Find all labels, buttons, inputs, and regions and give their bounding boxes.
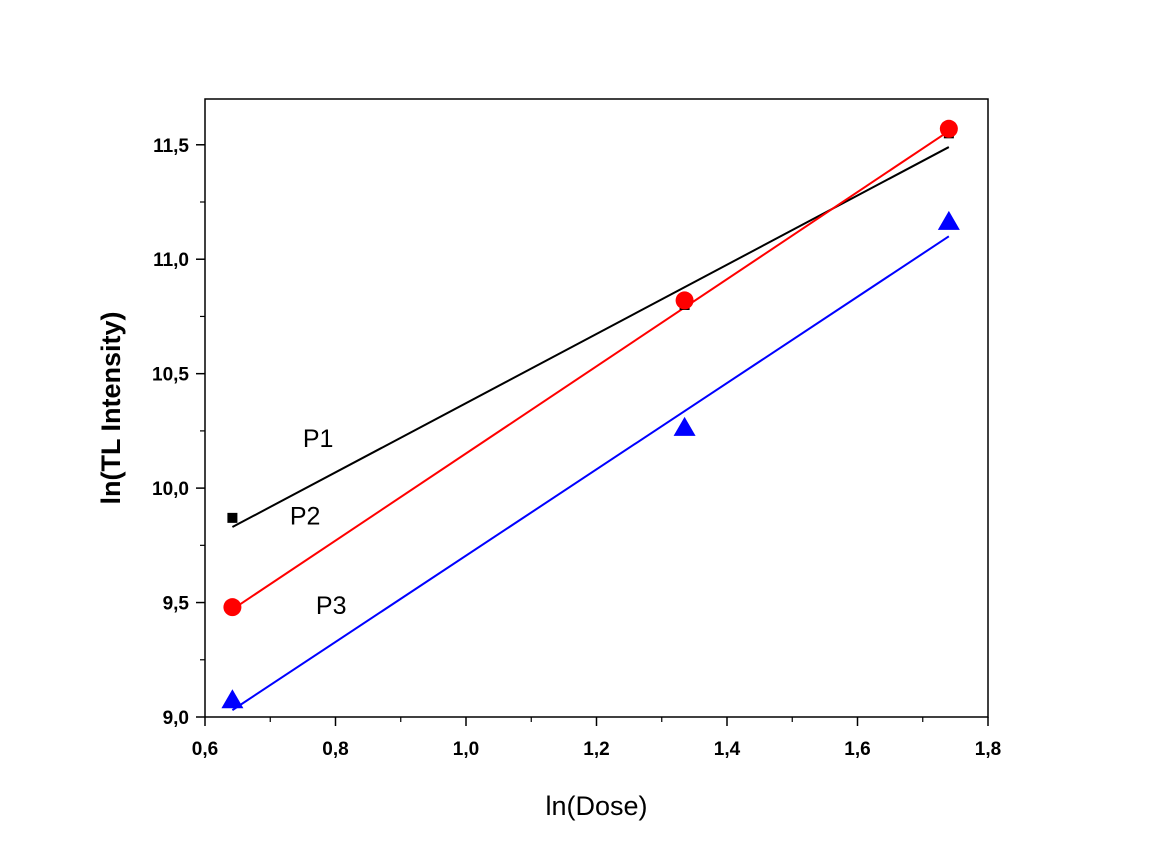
series-label-p1: P1 [303,425,334,453]
tick-labels: 0,6 0,8 1,0 1,2 1,4 1,6 1,8 9,0 9,5 10,0 10,5 11,0 1… [152,136,1001,760]
fit-line-p3 [231,235,950,711]
x-tick-label: 0,6 [192,739,218,760]
fit-lines [231,130,950,711]
ticks [196,144,989,726]
marker-p1 [227,512,238,523]
y-tick-label: 11,0 [153,250,189,271]
x-tick-label: 1,6 [844,739,870,760]
marker-p2 [939,119,958,138]
y-axis-title: ln(TL Intensity) [96,312,126,505]
fit-line-p2 [231,130,950,611]
annotations: P1 P2 P3 [290,425,347,620]
y-tick-label: 9,5 [163,594,190,615]
marker-p3 [673,416,696,436]
fit-line-p1 [231,146,950,528]
series-label-p3: P3 [316,592,347,620]
series-label-p2: P2 [290,503,321,531]
y-tick-label: 9,0 [163,708,189,729]
y-tick-label: 10,0 [152,479,189,500]
x-tick-label: 1,0 [453,739,479,760]
y-tick-label: 11,5 [153,136,189,157]
marker-p2 [675,291,694,310]
x-axis-title: ln(Dose) [545,791,647,821]
x-tick-label: 1,4 [714,739,741,760]
marker-p3 [937,210,960,230]
x-tick-label: 1,8 [975,739,1001,760]
marker-p2 [223,598,242,617]
x-tick-label: 1,2 [583,739,609,760]
marker-p3 [221,689,244,709]
plot-frame [204,98,989,718]
x-tick-label: 0,8 [322,739,348,760]
y-tick-label: 10,5 [152,365,189,386]
markers [221,119,960,709]
